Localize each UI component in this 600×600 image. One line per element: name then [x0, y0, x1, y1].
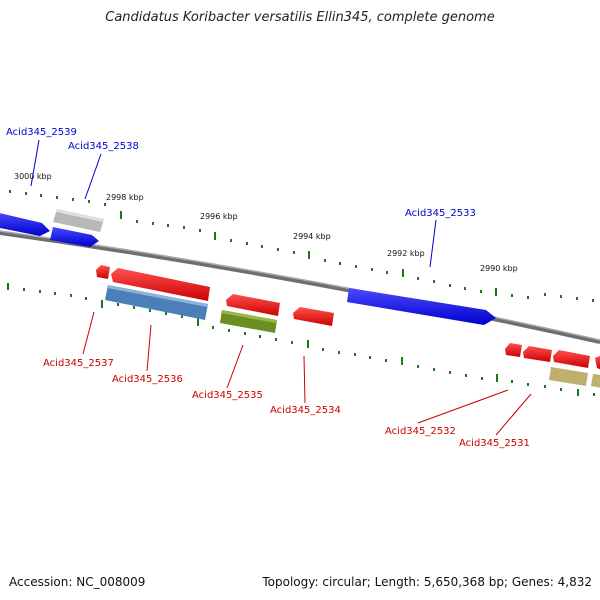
- label-acid345-2532: Acid345_2532: [385, 426, 456, 437]
- gene-acid345-2538: [50, 227, 99, 247]
- scale-label-2996: 2996 kbp: [200, 212, 238, 221]
- scale-label-2990: 2990 kbp: [480, 264, 518, 273]
- reverse-gene-labels: Acid345_2537 Acid345_2536 Acid345_2535 A…: [43, 358, 530, 449]
- scale-label-2994: 2994 kbp: [293, 232, 331, 241]
- gene-acid345-2532b: [523, 346, 552, 362]
- forward-tick-ring: [9, 190, 594, 302]
- gene-acid345-2531: [553, 350, 590, 368]
- scale-label-2998: 2998 kbp: [106, 193, 144, 202]
- accession-text: Accession: NC_008009: [9, 575, 146, 589]
- label-acid345-2533: Acid345_2533: [405, 208, 476, 219]
- label-acid345-2536: Acid345_2536: [112, 374, 183, 385]
- label-acid345-2539: Acid345_2539: [6, 127, 77, 138]
- gene-acid345-2535: [226, 294, 280, 316]
- feature-khaki-2531: [591, 374, 600, 388]
- gene-acid345-2539: [0, 213, 50, 236]
- label-leaders: [30, 139, 532, 436]
- gene-acid345-2533: [347, 288, 496, 325]
- reverse-tick-ring: [7, 283, 595, 396]
- gene-acid345-2536: [105, 285, 208, 320]
- feature-gray-2538-top: [56, 209, 104, 222]
- gene-acid345-2534: [293, 307, 334, 326]
- gene-acid345-2536-top: [107, 285, 208, 307]
- forward-genes[interactable]: [0, 209, 496, 325]
- label-acid345-2531: Acid345_2531: [459, 438, 530, 449]
- reverse-genes[interactable]: [96, 265, 600, 388]
- topology-summary-text: Topology: circular; Length: 5,650,368 bp…: [262, 575, 592, 589]
- forward-gene-labels: Acid345_2539 Acid345_2538 Acid345_2533: [6, 127, 476, 219]
- gene-acid345-2532a: [505, 343, 522, 357]
- label-acid345-2538: Acid345_2538: [68, 141, 139, 152]
- gene-acid345-2535-olive: [220, 310, 277, 333]
- gene-acid345-2535-olive-top: [221, 310, 277, 323]
- genome-title: Candidatus Koribacter versatilis Ellin34…: [105, 10, 495, 25]
- gene-acid345-2537: [96, 265, 110, 279]
- label-acid345-2535: Acid345_2535: [192, 390, 263, 401]
- scale-label-2992: 2992 kbp: [387, 249, 425, 258]
- feature-khaki-2532: [549, 367, 588, 386]
- gene-acid345-2537b: [111, 268, 210, 301]
- feature-gray-2538-region: [53, 209, 104, 232]
- label-acid345-2534: Acid345_2534: [270, 405, 341, 416]
- label-acid345-2537: Acid345_2537: [43, 358, 114, 369]
- gene-acid345-2531-edge: [595, 355, 600, 370]
